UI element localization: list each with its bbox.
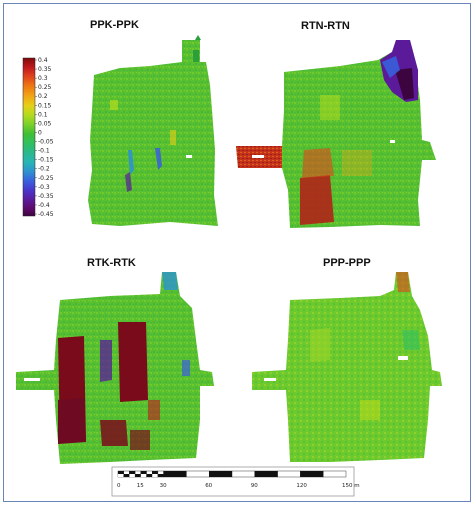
panel-title-rtk: RTK-RTK — [87, 257, 136, 269]
colorbar-tick-label: 0 — [38, 129, 42, 136]
colorbar-tick-label: -0.35 — [38, 193, 54, 200]
colorbar-tick-label: -0.25 — [38, 175, 54, 182]
colorbar-tick-label: -0.15 — [38, 157, 54, 164]
scale-bar-block — [118, 474, 124, 477]
colorbar-tick-label: -0.05 — [38, 139, 54, 146]
scale-bar-label: 30 — [160, 483, 167, 489]
scale-bar-label: 60 — [205, 483, 212, 489]
scale-bar-block — [146, 474, 153, 477]
colorbar-tick-label: 0.15 — [38, 102, 52, 109]
scale-bar-block — [129, 474, 136, 477]
scale-bar-block — [323, 470, 347, 478]
scale-bar-block — [254, 470, 278, 478]
colorbar-tick-label: 0.2 — [38, 93, 48, 100]
colorbar-tick-label: 0.1 — [38, 111, 48, 118]
scale-bar-label: 0 — [117, 483, 121, 489]
colorbar-tick-label: -0.1 — [38, 148, 50, 155]
colorbar-tick-label: -0.45 — [38, 211, 54, 218]
colorbar-ticks: 0.4 0.35 0.3 0.25 0.2 0.15 0.1 0.05 0 -0.05 -0.1 -0… — [35, 57, 54, 218]
colorbar-tick-label: 0.05 — [38, 120, 52, 127]
colorbar-tick-label: -0.4 — [38, 202, 50, 209]
scale-bar-block — [152, 474, 158, 477]
colorbar-tick-label: 0.25 — [38, 84, 52, 91]
scale-bar-block — [163, 470, 187, 478]
scale-bar-block — [231, 470, 255, 478]
scale-bar-block — [123, 474, 130, 477]
scale-bar-block — [208, 470, 233, 478]
map-rtn — [236, 40, 436, 228]
scale-bar-label: 90 — [251, 483, 258, 489]
scale-bar-block — [277, 470, 301, 478]
scale-bar-block — [135, 474, 141, 477]
colorbar-tick-label: 0.4 — [38, 57, 48, 64]
colorbar-tick-label: 0.3 — [38, 75, 48, 82]
panel-title-ppp: PPP-PPP — [323, 257, 371, 269]
colorbar-tick-label: -0.3 — [38, 184, 50, 191]
map-rtk — [16, 272, 214, 464]
scale-bar-label: 120 — [296, 483, 307, 489]
scale-bar-block — [157, 474, 164, 477]
colorbar: 0.4 0.35 0.3 0.25 0.2 0.15 0.1 0.05 0 -0.05 -0.1 -0… — [22, 57, 54, 218]
scale-bar-block — [300, 470, 324, 478]
scale-bar-labels: 0 15 30 60 90 120 150 m — [117, 483, 360, 489]
scale-bar-block — [140, 474, 147, 477]
scale-bar-block — [186, 470, 210, 478]
panel-title-rtn: RTN-RTN — [301, 20, 350, 32]
scale-bar-segments — [117, 470, 347, 478]
scale-bar-label: 150 m — [342, 483, 360, 489]
scale-bar: 0 15 30 60 90 120 150 m — [111, 466, 360, 497]
map-ppp — [252, 272, 442, 462]
colorbar-tick-label: 0.35 — [38, 66, 52, 73]
panel-title-ppk: PPK-PPK — [90, 19, 139, 31]
scale-bar-label: 15 — [137, 483, 144, 489]
map-ppk — [88, 35, 218, 226]
colorbar-tick-label: -0.2 — [38, 166, 50, 173]
